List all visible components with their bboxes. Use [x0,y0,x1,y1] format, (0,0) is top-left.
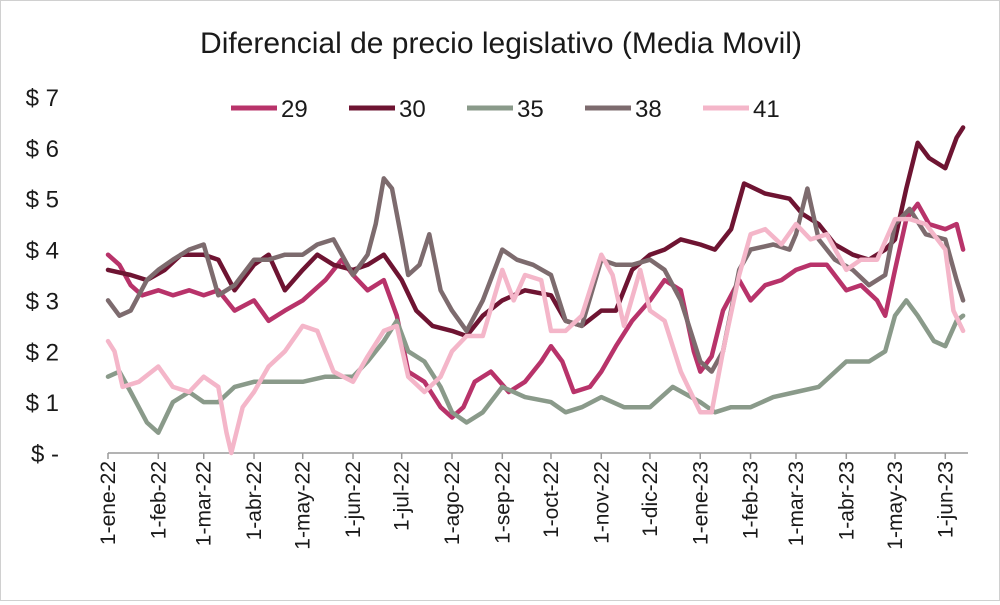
y-tick-label: $ 6 [26,136,59,163]
x-tick-label: 1-jul-22 [391,461,414,531]
legend-label-38: 38 [635,96,662,123]
x-tick-label: 1-nov-22 [590,461,613,544]
chart-legend: 29 30 35 38 41 [231,96,780,123]
x-axis: 1-ene-22 1-feb-22 1-mar-22 1-abr-22 1-may-22… [97,452,968,550]
y-tick-label: $ 1 [26,390,59,417]
x-tick-label: 1-jun-23 [934,461,957,538]
y-tick-label: $ 7 [26,85,59,112]
x-tick-label: 1-oct-22 [540,461,563,538]
x-tick-label: 1-abr-22 [243,461,266,540]
x-tick-label: 1-ago-22 [441,461,464,545]
x-tick-label: 1-ene-23 [689,461,712,545]
x-tick-label: 1-mar-22 [193,461,216,546]
plot-area [105,125,966,456]
legend-label-41: 41 [753,96,780,123]
series-line-30 [105,125,966,339]
legend-label-29: 29 [281,96,308,123]
x-tick-label: 1-may-23 [884,461,907,550]
x-tick-label: 1-feb-23 [740,461,763,539]
x-tick-label: 1-feb-22 [147,461,170,539]
chart-title: Diferencial de precio legislativo (Media… [200,27,802,60]
x-tick-label: 1-dic-22 [639,461,662,537]
x-tick-label: 1-may-22 [292,461,315,550]
y-tick-label: $ 4 [26,238,59,265]
series-line-41 [105,216,966,456]
y-tick-label: $ 3 [26,288,59,315]
series-line-38 [105,176,966,374]
x-tick-label: 1-jun-22 [342,461,365,538]
x-tick-label: 1-sep-22 [491,461,514,544]
y-tick-label: $ 2 [26,339,59,366]
x-tick-label: 1-abr-23 [835,461,858,540]
y-tick-label: $ - [31,441,59,468]
legend-label-35: 35 [517,96,544,123]
x-tick-label: 1-ene-22 [97,461,120,545]
legend-label-30: 30 [399,96,426,123]
y-tick-label: $ 5 [26,187,59,214]
x-tick-label: 1-mar-23 [785,461,808,546]
series-line-29 [105,201,966,420]
y-axis: $ - $ 1 $ 2 $ 3 $ 4 $ 5 $ 6 $ 7 [26,85,59,468]
